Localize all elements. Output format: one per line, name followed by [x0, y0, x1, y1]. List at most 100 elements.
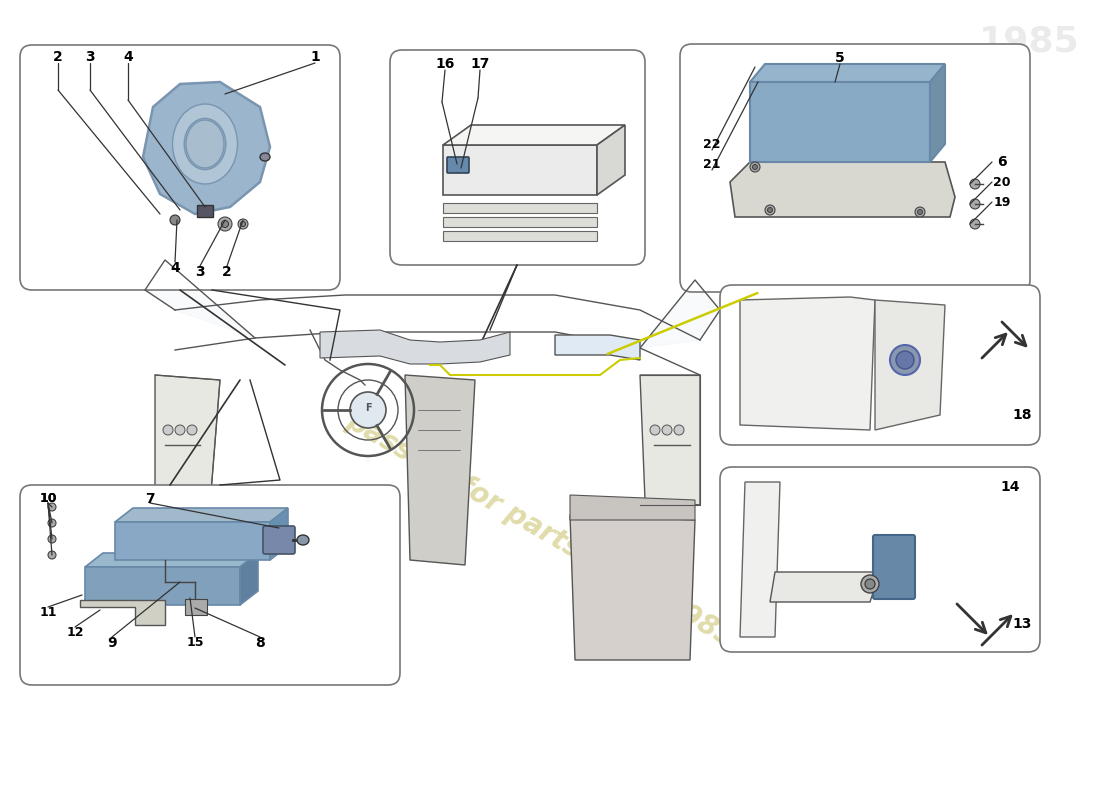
Circle shape [221, 221, 229, 227]
Text: 21: 21 [703, 158, 720, 170]
Circle shape [896, 351, 914, 369]
Circle shape [350, 392, 386, 428]
Polygon shape [597, 125, 625, 195]
Circle shape [917, 210, 923, 214]
Circle shape [970, 219, 980, 229]
Text: 13: 13 [1012, 617, 1032, 631]
Circle shape [238, 219, 248, 229]
Text: 10: 10 [40, 493, 57, 506]
Polygon shape [85, 553, 258, 567]
Polygon shape [443, 217, 597, 227]
Ellipse shape [186, 120, 224, 168]
Text: 15: 15 [186, 637, 204, 650]
FancyBboxPatch shape [680, 44, 1030, 292]
Circle shape [861, 575, 879, 593]
Polygon shape [556, 335, 640, 360]
Text: 10: 10 [40, 493, 57, 506]
Text: 2: 2 [53, 50, 63, 64]
Polygon shape [730, 162, 955, 217]
Ellipse shape [297, 535, 309, 545]
Polygon shape [85, 567, 240, 605]
Polygon shape [740, 297, 874, 430]
FancyBboxPatch shape [873, 535, 915, 599]
Text: 12: 12 [66, 626, 84, 639]
Text: 9: 9 [107, 636, 117, 650]
Polygon shape [116, 508, 288, 522]
FancyBboxPatch shape [720, 467, 1040, 652]
Polygon shape [165, 515, 290, 660]
Circle shape [170, 215, 180, 225]
Polygon shape [750, 64, 945, 82]
Text: 8: 8 [255, 636, 265, 650]
Circle shape [650, 425, 660, 435]
Polygon shape [443, 145, 597, 195]
Polygon shape [405, 375, 475, 565]
Polygon shape [143, 82, 270, 214]
Polygon shape [145, 260, 721, 348]
Polygon shape [640, 375, 700, 505]
Circle shape [752, 165, 758, 170]
Circle shape [764, 205, 776, 215]
Circle shape [163, 425, 173, 435]
Circle shape [187, 425, 197, 435]
Polygon shape [80, 600, 165, 625]
Polygon shape [443, 203, 597, 213]
Circle shape [48, 551, 56, 559]
Ellipse shape [173, 104, 238, 184]
Polygon shape [874, 300, 945, 430]
Polygon shape [750, 82, 930, 162]
Text: 4: 4 [123, 50, 133, 64]
Text: 3: 3 [85, 50, 95, 64]
Polygon shape [320, 330, 510, 364]
Text: 22: 22 [703, 138, 720, 150]
Bar [197, 205, 213, 217]
Text: F: F [365, 403, 372, 413]
Circle shape [674, 425, 684, 435]
FancyBboxPatch shape [20, 485, 400, 685]
Polygon shape [240, 553, 258, 605]
Polygon shape [443, 231, 597, 241]
Polygon shape [116, 522, 270, 560]
Circle shape [865, 579, 874, 589]
FancyBboxPatch shape [263, 526, 295, 554]
Text: 3: 3 [195, 265, 205, 279]
Circle shape [768, 207, 772, 213]
FancyBboxPatch shape [20, 45, 340, 290]
Circle shape [970, 179, 980, 189]
Circle shape [662, 425, 672, 435]
Text: passion for parts since 1985: passion for parts since 1985 [341, 407, 739, 653]
Text: 16: 16 [436, 57, 454, 71]
Polygon shape [165, 495, 290, 520]
Text: 19: 19 [993, 195, 1011, 209]
Circle shape [915, 207, 925, 217]
Text: 20: 20 [993, 175, 1011, 189]
Text: 14: 14 [1000, 480, 1020, 494]
Polygon shape [570, 495, 695, 520]
Text: 11: 11 [40, 606, 57, 619]
FancyBboxPatch shape [720, 285, 1040, 445]
Text: 18: 18 [1012, 408, 1032, 422]
Text: 1: 1 [310, 50, 320, 64]
Polygon shape [770, 572, 875, 602]
Ellipse shape [184, 118, 226, 170]
Circle shape [175, 425, 185, 435]
Polygon shape [570, 515, 695, 660]
Circle shape [241, 222, 245, 226]
Circle shape [970, 199, 980, 209]
Text: 6: 6 [998, 155, 1006, 169]
Polygon shape [155, 375, 220, 505]
Circle shape [218, 217, 232, 231]
Text: 5: 5 [835, 51, 845, 65]
Circle shape [48, 519, 56, 527]
Text: 1985: 1985 [979, 25, 1080, 59]
Polygon shape [443, 125, 625, 145]
FancyBboxPatch shape [447, 157, 469, 173]
Circle shape [48, 503, 56, 511]
Bar [185, 599, 207, 615]
Text: 17: 17 [471, 57, 490, 71]
Ellipse shape [260, 153, 270, 161]
Text: 7: 7 [145, 492, 155, 506]
Polygon shape [270, 508, 288, 560]
Circle shape [750, 162, 760, 172]
Text: 2: 2 [222, 265, 232, 279]
